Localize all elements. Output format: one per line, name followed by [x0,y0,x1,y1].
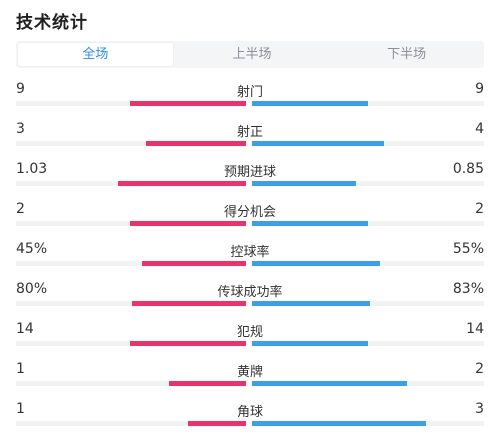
home-bar-track [16,381,246,386]
away-value: 2 [475,201,484,217]
home-value: 1 [16,361,25,377]
home-bar-track [16,261,246,266]
home-value: 14 [16,321,34,337]
away-bar-track [252,261,484,266]
home-bar [130,101,246,106]
home-value: 45% [16,241,48,257]
home-bar [130,221,246,226]
stat-row: 80% 传球成功率 83% [0,280,500,320]
stat-row: 14 犯规 14 [0,320,500,360]
away-value: 83% [452,281,484,297]
home-value: 80% [16,281,48,297]
stat-label: 射门 [236,85,263,100]
home-bar-track [16,421,246,426]
home-bar-track [16,221,246,226]
away-bar-track [252,221,484,226]
stat-label: 得分机会 [223,205,276,220]
home-value: 1 [16,401,25,417]
home-bar [132,301,246,306]
home-bar [130,341,246,346]
away-bar-track [252,141,484,146]
home-bar-track [16,141,246,146]
away-bar-track [252,101,484,106]
away-value: 2 [475,361,484,377]
stat-label: 黄牌 [236,365,263,380]
home-bar [188,421,246,426]
home-value: 1.03 [16,161,48,177]
away-value: 9 [475,81,484,97]
home-value: 2 [16,201,25,217]
home-bar [118,181,246,186]
stats-list: 9 射门 9 3 射正 4 1.03 预期进球 0.85 2 得分机会 2 45% 控球率 55% 80% 传球… [0,80,500,440]
away-bar [252,421,426,426]
stat-label: 预期进球 [223,165,276,180]
stat-label: 角球 [236,405,263,420]
home-bar-track [16,181,246,186]
stat-label: 射正 [236,125,263,140]
home-bar-track [16,341,246,346]
away-value: 4 [475,121,484,137]
stat-label: 控球率 [230,245,270,260]
away-bar [252,261,380,266]
away-bar [252,221,368,226]
away-bar-track [252,421,484,426]
away-bar [252,381,407,386]
away-bar-track [252,181,484,186]
stat-label: 犯规 [236,325,263,340]
away-bar-track [252,381,484,386]
tab-first-half[interactable]: 上半场 [232,47,272,62]
stat-label: 传球成功率 [217,285,283,300]
away-value: 3 [475,401,484,417]
home-bar [142,261,246,266]
stat-row: 9 射门 9 [0,80,500,120]
page-title: 技术统计 [16,13,88,33]
away-value: 14 [466,321,484,337]
stat-row: 3 射正 4 [0,120,500,160]
home-bar [169,381,246,386]
home-bar-track [16,101,246,106]
away-bar [252,301,370,306]
home-value: 9 [16,81,25,97]
tab-full-match[interactable]: 全场 [18,43,173,66]
tab-second-half[interactable]: 下半场 [387,47,427,62]
away-bar [252,141,384,146]
stat-row: 1.03 预期进球 0.85 [0,160,500,200]
away-bar-track [252,301,484,306]
away-bar [252,101,368,106]
away-bar [252,341,368,346]
stat-row: 45% 控球率 55% [0,240,500,280]
stat-row: 1 黄牌 2 [0,360,500,400]
period-tabs: 全场 上半场 下半场 [16,41,484,68]
home-bar-track [16,301,246,306]
away-bar-track [252,341,484,346]
away-value: 55% [452,241,484,257]
away-value: 0.85 [452,161,484,177]
stat-row: 1 角球 3 [0,400,500,440]
home-value: 3 [16,121,25,137]
away-bar [252,181,356,186]
stat-row: 2 得分机会 2 [0,200,500,240]
home-bar [146,141,246,146]
